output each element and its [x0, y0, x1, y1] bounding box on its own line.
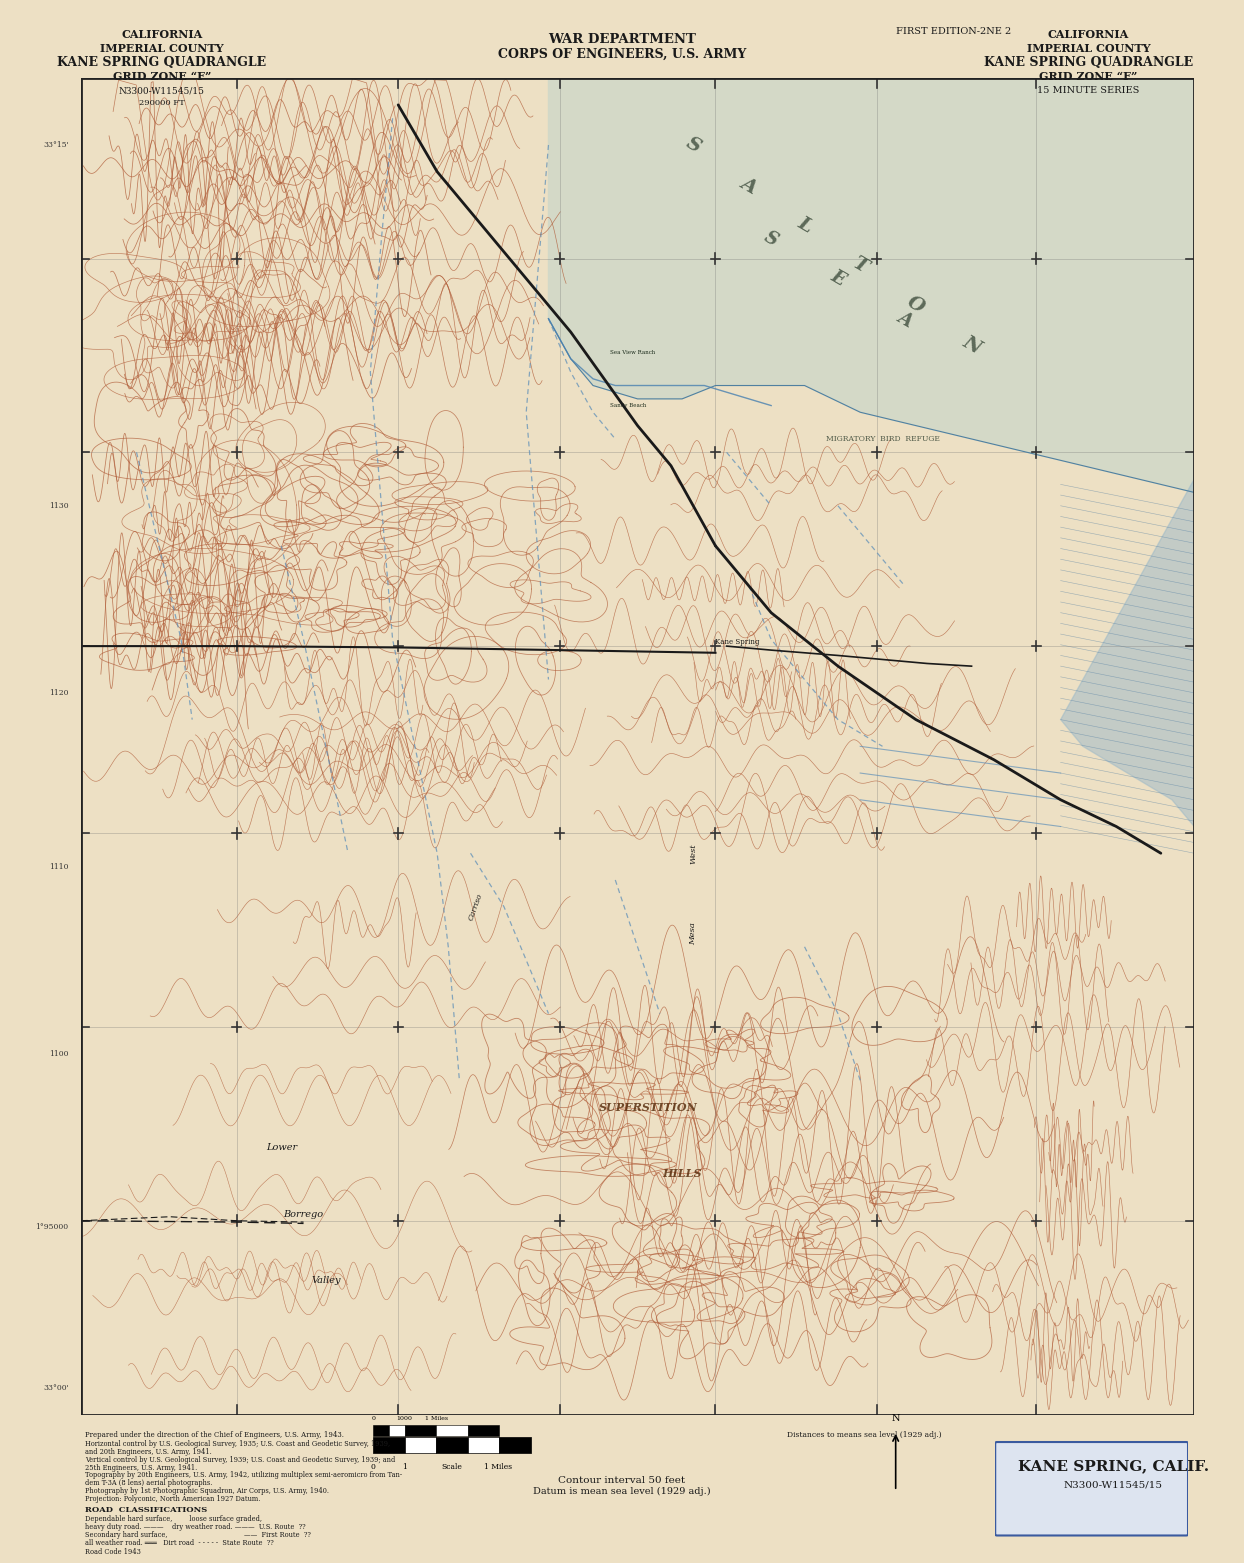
Text: KANE SPRING QUADRANGLE: KANE SPRING QUADRANGLE	[57, 56, 266, 69]
Text: N: N	[892, 1413, 899, 1422]
Text: Horizontal control by U.S. Geological Survey, 1935; U.S. Coast and Geodetic Surv: Horizontal control by U.S. Geological Su…	[85, 1440, 389, 1449]
Text: heavy duty road. ———    dry weather road. ———  U.S. Route  ??: heavy duty road. ——— dry weather road. —…	[85, 1522, 305, 1532]
Text: E: E	[827, 267, 848, 289]
Text: 1000: 1000	[397, 1416, 413, 1421]
Text: IMPERIAL COUNTY: IMPERIAL COUNTY	[100, 42, 224, 55]
Text: Borrego: Borrego	[284, 1210, 323, 1219]
Text: 1100: 1100	[50, 1050, 68, 1058]
Text: A: A	[738, 173, 760, 197]
Text: ROAD  CLASSIFICATIONS: ROAD CLASSIFICATIONS	[85, 1505, 207, 1515]
Text: Scale: Scale	[442, 1463, 463, 1471]
Text: KANE SPRING, CALIF.: KANE SPRING, CALIF.	[1018, 1460, 1209, 1472]
Text: Topography by 20th Engineers, U.S. Army, 1942, utilizing multiplex semi-aeromicr: Topography by 20th Engineers, U.S. Army,…	[85, 1471, 402, 1480]
Text: CORPS OF ENGINEERS, U.S. ARMY: CORPS OF ENGINEERS, U.S. ARMY	[498, 48, 746, 61]
Text: 1 Miles: 1 Miles	[484, 1463, 511, 1471]
Text: A: A	[894, 308, 916, 330]
Text: Datum is mean sea level (1929 adj.): Datum is mean sea level (1929 adj.)	[534, 1486, 710, 1496]
Text: 0: 0	[371, 1416, 376, 1421]
Text: Secondary hard surface,                                    ——  First Route  ??: Secondary hard surface, —— First Route ?…	[85, 1530, 311, 1540]
Text: USGS: USGS	[1030, 1457, 1070, 1469]
Text: Topographic Division: Topographic Division	[1030, 1507, 1111, 1515]
Text: GRID ZONE “F”: GRID ZONE “F”	[112, 70, 211, 83]
Text: N3300-W11545/15: N3300-W11545/15	[1064, 1480, 1163, 1490]
Text: 0: 0	[371, 1463, 376, 1471]
Text: West: West	[689, 842, 697, 863]
Text: S: S	[761, 228, 781, 250]
Text: CALIFORNIA: CALIFORNIA	[121, 28, 203, 41]
Text: Contour interval 50 feet: Contour interval 50 feet	[559, 1475, 685, 1485]
Text: IMPERIAL COUNTY: IMPERIAL COUNTY	[1026, 42, 1151, 55]
Text: Road Code 1943: Road Code 1943	[85, 1547, 141, 1557]
Text: Lower: Lower	[266, 1143, 297, 1152]
Text: 1°95000: 1°95000	[36, 1224, 68, 1232]
Text: 25th Engineers, U.S. Army, 1941.: 25th Engineers, U.S. Army, 1941.	[85, 1463, 197, 1472]
Text: L: L	[794, 214, 815, 236]
Text: 1120: 1120	[50, 689, 68, 697]
Text: Prepared under the direction of the Chief of Engineers, U.S. Army, 1943.: Prepared under the direction of the Chie…	[85, 1430, 343, 1440]
Text: Sandy Beach: Sandy Beach	[610, 403, 646, 408]
Text: SUPERSTITION: SUPERSTITION	[600, 1102, 698, 1113]
Text: Mesa: Mesa	[689, 922, 697, 946]
Text: CALIFORNIA: CALIFORNIA	[1047, 28, 1130, 41]
Text: and 20th Engineers, U.S. Army, 1941.: and 20th Engineers, U.S. Army, 1941.	[85, 1447, 211, 1457]
Text: FIRST EDITION-2NE 2: FIRST EDITION-2NE 2	[896, 27, 1011, 36]
Text: all weather road. ═══   Dirt road  - - - - -  State Route  ??: all weather road. ═══ Dirt road - - - - …	[85, 1538, 274, 1547]
Text: Distances to means sea level (1929 adj.): Distances to means sea level (1929 adj.)	[787, 1430, 942, 1440]
Text: N3300-W11545/15: N3300-W11545/15	[118, 86, 205, 95]
Text: 1: 1	[402, 1463, 407, 1471]
Text: Projection: Polyconic, North American 1927 Datum.: Projection: Polyconic, North American 19…	[85, 1494, 260, 1504]
Text: 290000 FT: 290000 FT	[139, 98, 184, 108]
Text: GRID ZONE “F”: GRID ZONE “F”	[1039, 70, 1138, 83]
Text: 15 MINUTE SERIES: 15 MINUTE SERIES	[1037, 86, 1140, 95]
Text: N: N	[959, 333, 984, 358]
Text: 33°00': 33°00'	[44, 1383, 68, 1391]
Text: WAR DEPARTMENT: WAR DEPARTMENT	[549, 33, 695, 45]
Polygon shape	[1061, 480, 1194, 827]
Text: KANE SPRING QUADRANGLE: KANE SPRING QUADRANGLE	[984, 56, 1193, 69]
Text: HILLS: HILLS	[662, 1169, 702, 1180]
Text: S: S	[683, 134, 704, 156]
Text: Photography by 1st Photographic Squadron, Air Corps, U.S. Army, 1940.: Photography by 1st Photographic Squadron…	[85, 1486, 328, 1496]
Text: 33°15': 33°15'	[44, 141, 68, 148]
Text: 1130: 1130	[49, 502, 68, 510]
Text: 1 Miles: 1 Miles	[424, 1416, 448, 1421]
Text: Carriso: Carriso	[468, 892, 485, 922]
Text: dem T-3A (8 lens) aerial photographs.: dem T-3A (8 lens) aerial photographs.	[85, 1479, 211, 1488]
Polygon shape	[549, 78, 1194, 492]
Text: Vertical control by U.S. Geological Survey, 1939; U.S. Coast and Geodetic Survey: Vertical control by U.S. Geological Surv…	[85, 1455, 394, 1465]
Text: Historical File: Historical File	[1030, 1485, 1095, 1493]
Text: Valley: Valley	[311, 1277, 341, 1285]
FancyBboxPatch shape	[995, 1443, 1188, 1535]
Text: Dependable hard surface,        loose surface graded,: Dependable hard surface, loose surface g…	[85, 1515, 261, 1524]
Text: 1110: 1110	[50, 863, 68, 871]
Text: MIGRATORY  BIRD  REFUGE: MIGRATORY BIRD REFUGE	[826, 435, 939, 442]
Text: Sea View Ranch: Sea View Ranch	[610, 350, 654, 355]
Text: O: O	[904, 294, 928, 317]
Text: T: T	[850, 253, 871, 277]
Text: Kane Spring: Kane Spring	[715, 638, 760, 646]
